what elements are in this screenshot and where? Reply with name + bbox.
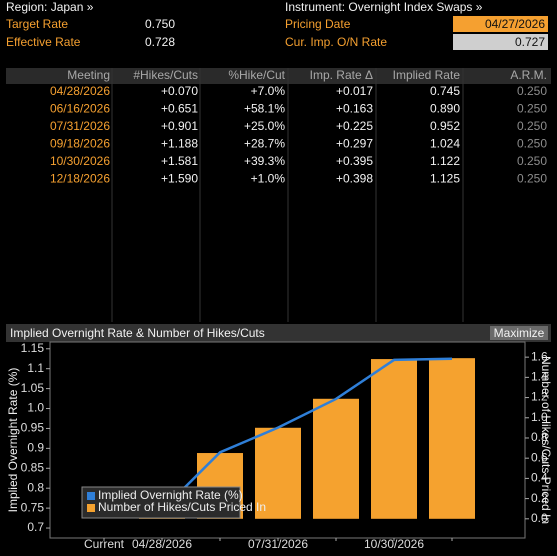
cell: +0.901 xyxy=(161,119,198,133)
y-tick-label: 0.95 xyxy=(21,421,45,435)
cell: +1.0% xyxy=(251,172,286,186)
legend-swatch xyxy=(87,504,95,512)
cell: +0.651 xyxy=(161,102,198,116)
legend-label: Number of Hikes/Cuts Priced In xyxy=(98,500,266,514)
y-tick-label: 0.75 xyxy=(21,500,45,514)
cell: 0.250 xyxy=(517,172,547,186)
x-tick-label: 10/30/2026 xyxy=(364,537,424,551)
cell: +0.163 xyxy=(336,102,373,116)
y2-tick-label: 1.0 xyxy=(531,410,548,424)
chart: 0.7 0.75 0.8 0.85 0.9 0.95 1.0 1.05 1.1 1.15 0.0 0.… xyxy=(6,341,553,551)
value[interactable]: 04/27/2026 xyxy=(485,17,545,31)
y-tick-label: 0.9 xyxy=(27,441,44,455)
y2-axis-label: Number of Hikes/Cuts Priced In xyxy=(539,356,553,524)
table-header xyxy=(6,68,551,84)
cell: 06/16/2026 xyxy=(50,102,110,116)
chart-title: Implied Overnight Rate & Number of Hikes… xyxy=(10,326,265,340)
column-header: Meeting xyxy=(67,68,110,82)
bar xyxy=(371,359,417,519)
y-tick-label: 0.7 xyxy=(27,520,44,534)
label: Effective Rate xyxy=(6,35,81,49)
cell: +0.395 xyxy=(336,154,373,168)
cell: 0.890 xyxy=(430,102,460,116)
cell: 0.250 xyxy=(517,119,547,133)
column-header: A.R.M. xyxy=(510,68,547,82)
y2-tick-label: 0.2 xyxy=(531,491,548,505)
cell: +1.581 xyxy=(161,154,198,168)
cell: 0.250 xyxy=(517,154,547,168)
cell: 1.024 xyxy=(430,137,460,151)
y-axis-label: Implied Overnight Rate (%) xyxy=(6,368,20,513)
y-tick-label: 1.1 xyxy=(27,361,44,375)
cell: +0.070 xyxy=(161,84,198,98)
bar xyxy=(429,358,475,519)
y2-tick-label: 0.4 xyxy=(531,471,548,485)
y-tick-label: 0.85 xyxy=(21,460,45,474)
cell: 07/31/2026 xyxy=(50,119,110,133)
cell: +28.7% xyxy=(244,137,285,151)
cell: 0.952 xyxy=(430,119,460,133)
column-header: %Hike/Cut xyxy=(228,68,285,82)
cell: +0.398 xyxy=(336,172,373,186)
y-tick-label: 1.0 xyxy=(27,401,44,415)
legend-label: Implied Overnight Rate (%) xyxy=(98,488,243,502)
cell: +0.297 xyxy=(336,137,373,151)
y-tick-label: 0.8 xyxy=(27,480,44,494)
value: 0.727 xyxy=(515,35,545,49)
y2-tick-label: 1.2 xyxy=(531,390,548,404)
cell: +58.1% xyxy=(244,102,285,116)
y2-tick-label: 0.6 xyxy=(531,450,548,464)
cell: 10/30/2026 xyxy=(50,154,110,168)
cell: +39.3% xyxy=(244,154,285,168)
cell: 0.250 xyxy=(517,102,547,116)
cell: +0.225 xyxy=(336,119,373,133)
y2-tick-label: 1.6 xyxy=(531,349,548,363)
table: Meeting #Hikes/Cuts %Hike/Cut Imp. Rate Δ Im… xyxy=(50,68,547,322)
cell: 0.250 xyxy=(517,137,547,151)
cell: 1.122 xyxy=(430,154,460,168)
cell: 0.745 xyxy=(430,84,460,98)
cell: 04/28/2026 xyxy=(50,84,110,98)
date-input[interactable] xyxy=(453,16,548,32)
column-header: #Hikes/Cuts xyxy=(133,68,198,82)
x-tick-label: 04/28/2026 xyxy=(132,537,192,551)
cell: +25.0% xyxy=(244,119,285,133)
label: Pricing Date xyxy=(285,17,351,31)
x-tick-label: 07/31/2026 xyxy=(248,537,308,551)
cell: +1.590 xyxy=(161,172,198,186)
value: 0.728 xyxy=(145,35,175,49)
button-label[interactable]: Maximize xyxy=(494,326,545,340)
instrument[interactable]: Instrument: Overnight Index Swaps » xyxy=(285,0,483,14)
cell: 0.250 xyxy=(517,84,547,98)
y2-tick-label: 0.0 xyxy=(531,511,548,525)
column-header: Implied Rate xyxy=(393,68,461,82)
y2-tick-label: 1.4 xyxy=(531,370,548,384)
bar xyxy=(255,427,301,519)
x-tick-label: Current xyxy=(84,537,125,551)
y-tick-label: 1.15 xyxy=(21,341,45,355)
value: 0.750 xyxy=(145,17,175,31)
cell: 12/18/2026 xyxy=(50,172,110,186)
maximize-button[interactable] xyxy=(490,326,548,340)
rate-field xyxy=(453,34,548,50)
bar xyxy=(313,398,359,519)
cell: 1.125 xyxy=(430,172,460,186)
column-header: Imp. Rate Δ xyxy=(310,68,373,82)
cell: +1.188 xyxy=(161,137,198,151)
y2-tick-label: 0.8 xyxy=(531,430,548,444)
legend-swatch xyxy=(87,492,95,500)
legend xyxy=(81,486,241,519)
chart-titlebar xyxy=(6,324,551,342)
cell: 09/18/2026 xyxy=(50,137,110,151)
y-tick-label: 1.05 xyxy=(21,381,45,395)
label: Cur. Imp. O/N Rate xyxy=(285,35,387,49)
region[interactable]: Region: Japan » xyxy=(6,0,94,14)
label: Target Rate xyxy=(6,17,68,31)
cell: +7.0% xyxy=(251,84,286,98)
cell: +0.017 xyxy=(336,84,373,98)
